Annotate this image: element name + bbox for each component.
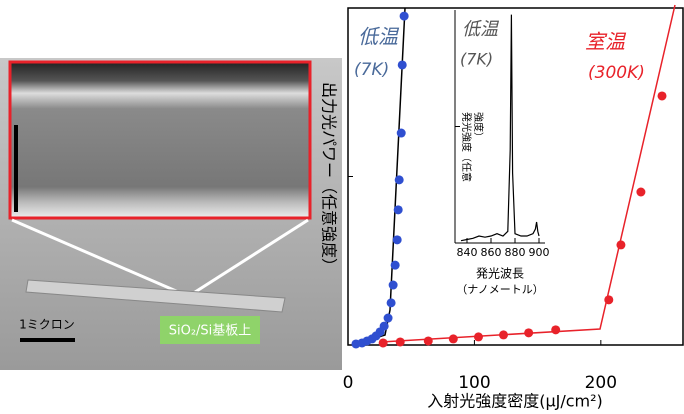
annotation: (7K) [460, 50, 493, 69]
x-tick-label: 900 [529, 246, 550, 259]
data-point [551, 325, 561, 335]
data-point [396, 128, 406, 138]
inset [455, 10, 545, 243]
data-point [379, 321, 389, 331]
annotation: (300K) [588, 63, 645, 83]
annotation: 室温 [585, 30, 627, 54]
annotation: (7K) [354, 60, 389, 80]
tem-image [8, 60, 312, 220]
x-axis-label: （ナノメートル） [456, 283, 543, 296]
data-point [394, 175, 404, 185]
data-point [473, 332, 483, 342]
y-axis-label: 発光強度（任意 [460, 112, 473, 182]
x-tick-label: 0 [343, 373, 354, 393]
x-tick-label: 860 [481, 246, 502, 259]
substrate-label: SiO₂/Si基板上 [169, 324, 252, 339]
x-tick-label: 840 [457, 246, 478, 259]
data-point [393, 205, 403, 215]
zoom-line [11, 218, 184, 296]
data-point [498, 330, 508, 340]
data-point [390, 260, 400, 270]
data-point [657, 91, 667, 101]
nanowire [25, 279, 286, 313]
annotation: 低温 [358, 25, 400, 49]
data-point [524, 328, 534, 338]
data-point [395, 337, 405, 347]
data-point [397, 60, 407, 70]
x-tick-label: 200 [585, 373, 617, 393]
x-axis-label: 入射光強度密度(μJ/cm²) [427, 392, 603, 411]
data-point [386, 298, 396, 308]
data-point [423, 336, 433, 346]
data-point [399, 11, 409, 21]
data-point [388, 280, 398, 290]
x-tick-label: 100 [458, 373, 490, 393]
data-point [604, 295, 614, 305]
x-axis-label: 発光波長 [476, 267, 524, 281]
data-point [616, 240, 626, 250]
data-point [392, 235, 402, 245]
data-point [378, 338, 388, 348]
substrate-box [160, 316, 260, 344]
y-axis-label: 出力光パワー（任意強度） [320, 82, 339, 274]
data-point [636, 187, 646, 197]
spectrum-line [460, 14, 540, 242]
data-point [448, 334, 458, 344]
annotation: 低温 [462, 19, 500, 40]
zoom-line [191, 218, 309, 296]
data-point [383, 313, 393, 323]
scale-label: 1ミクロン [19, 318, 75, 332]
x-tick-label: 880 [505, 246, 526, 259]
y-axis-label: 強度） [472, 112, 485, 142]
